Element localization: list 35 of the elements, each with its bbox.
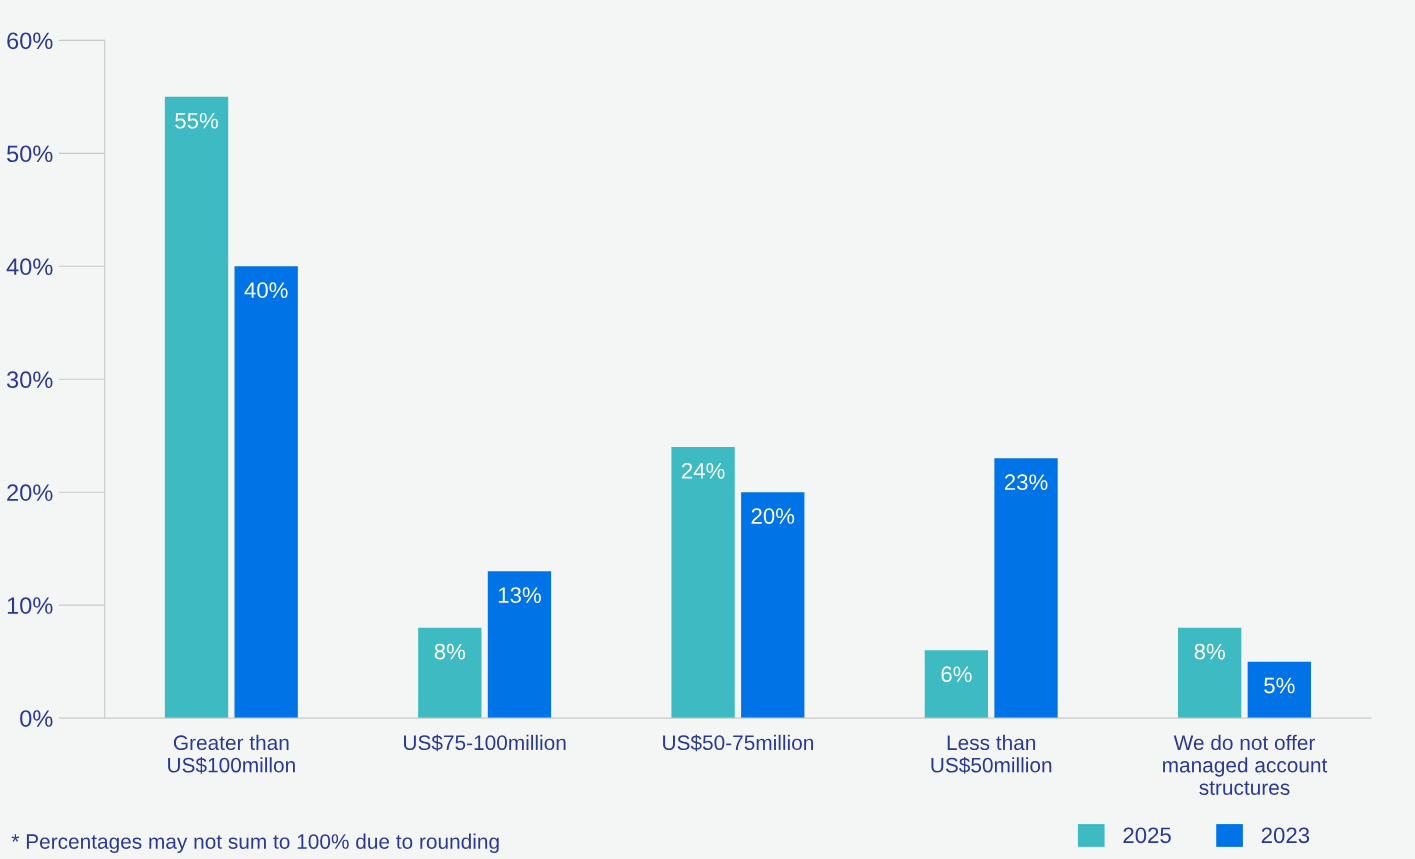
y-tick-label: 0%	[20, 710, 53, 727]
text: 20%	[751, 508, 795, 524]
y-tick-label: 40%	[6, 258, 53, 276]
y-tick-label: 10%	[7, 597, 53, 614]
x-tick-label: Greater than US$100millon	[168, 734, 295, 774]
x-tick-label: US$75-100million	[404, 734, 566, 752]
x-tick-label: We do not offer managed account structures	[1163, 734, 1328, 795]
text: 6%	[941, 666, 972, 683]
text: 5%	[1264, 677, 1295, 694]
legend-label: 2025	[1123, 827, 1171, 844]
bar	[234, 266, 298, 719]
text: 13%	[498, 587, 541, 603]
text: 23%	[1004, 474, 1048, 491]
y-tick-label: 50%	[7, 145, 53, 163]
x-tick-label: US$50-75million	[663, 734, 813, 752]
bar	[1247, 661, 1311, 719]
bar	[924, 650, 989, 719]
y-tick-label: 20%	[7, 484, 53, 501]
text: 55%	[175, 112, 218, 129]
text: 40%	[244, 282, 288, 299]
y-tick-label: 30%	[6, 371, 53, 389]
y-tick-label: 60%	[7, 32, 53, 50]
bar	[994, 458, 1058, 719]
text: * Percentages may not sum to 100% due to rounding	[11, 833, 499, 854]
text: 8%	[1194, 643, 1225, 660]
bar	[1178, 627, 1242, 719]
text: 24%	[681, 463, 725, 479]
text: 8%	[434, 643, 466, 660]
bar	[164, 96, 229, 719]
x-tick-label: Less than US$50million	[931, 734, 1052, 774]
bar	[418, 627, 482, 719]
bar	[671, 447, 735, 719]
bar	[741, 492, 805, 719]
bar	[487, 571, 552, 719]
legend-label: 2023	[1261, 827, 1310, 844]
